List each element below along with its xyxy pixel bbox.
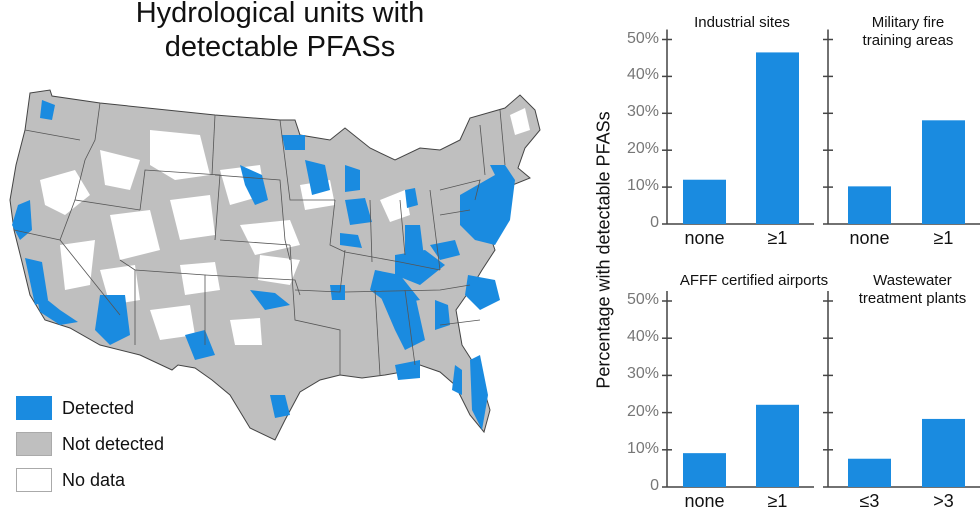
not-detected-swatch [16,432,52,456]
bar [683,179,726,224]
map-title: Hydrological units with detectable PFASs [100,0,460,64]
x-tick-label: none [684,491,725,511]
x-tick-label: >3 [933,491,954,511]
us-map [9,89,541,441]
panel-title-industrial: Industrial sites [694,14,790,31]
map-title-line2: detectable PFASs [164,31,396,63]
y-tick-label: 50% [626,291,659,308]
bar [683,453,726,487]
y-tick-label: 30% [626,103,659,121]
no-data-regions [40,108,530,345]
x-tick-label: ≥1 [767,491,788,511]
detected-swatch [16,396,52,420]
map-title-line1: Hydrological units with [135,0,425,29]
panel-title-military: Military fire training areas [862,14,954,49]
y-tick-label: 40% [626,328,659,346]
y-tick-label: 0 [650,214,659,231]
x-tick-label: ≥1 [933,228,954,248]
bar [848,458,891,487]
x-tick-label: ≥1 [767,228,788,248]
x-tick-label: ≤3 [859,491,880,511]
state-borders [13,102,506,376]
map-legend: Detected Not detected No data [16,390,164,498]
y-tick-label: 40% [626,66,659,84]
y-tick-label: 10% [626,177,659,195]
bar [922,120,965,224]
y-tick-label: 30% [626,365,659,383]
legend-item-no-data: No data [16,462,164,498]
x-tick-label: none [684,228,725,248]
legend-label: Detected [62,397,135,418]
x-tick-label: none [849,228,890,248]
bar [848,186,891,224]
detected-regions [12,100,515,430]
bar [922,418,965,487]
legend-label: Not detected [62,433,165,454]
y-tick-label: 20% [626,140,659,158]
bar [756,404,799,487]
y-tick-label: 20% [626,402,659,420]
y-tick-label: 10% [626,439,659,457]
legend-item-detected: Detected [16,390,164,426]
bar [756,52,799,224]
legend-label: No data [62,469,126,490]
panel-title-afff: AFFF certified airports [679,272,829,289]
no-data-swatch [16,468,52,492]
y-tick-label: 50% [626,29,659,47]
panel-title-wastewater: Wastewater treatment plants [858,272,967,307]
legend-item-not-detected: Not detected [16,426,164,462]
y-tick-label: 0 [650,477,659,494]
